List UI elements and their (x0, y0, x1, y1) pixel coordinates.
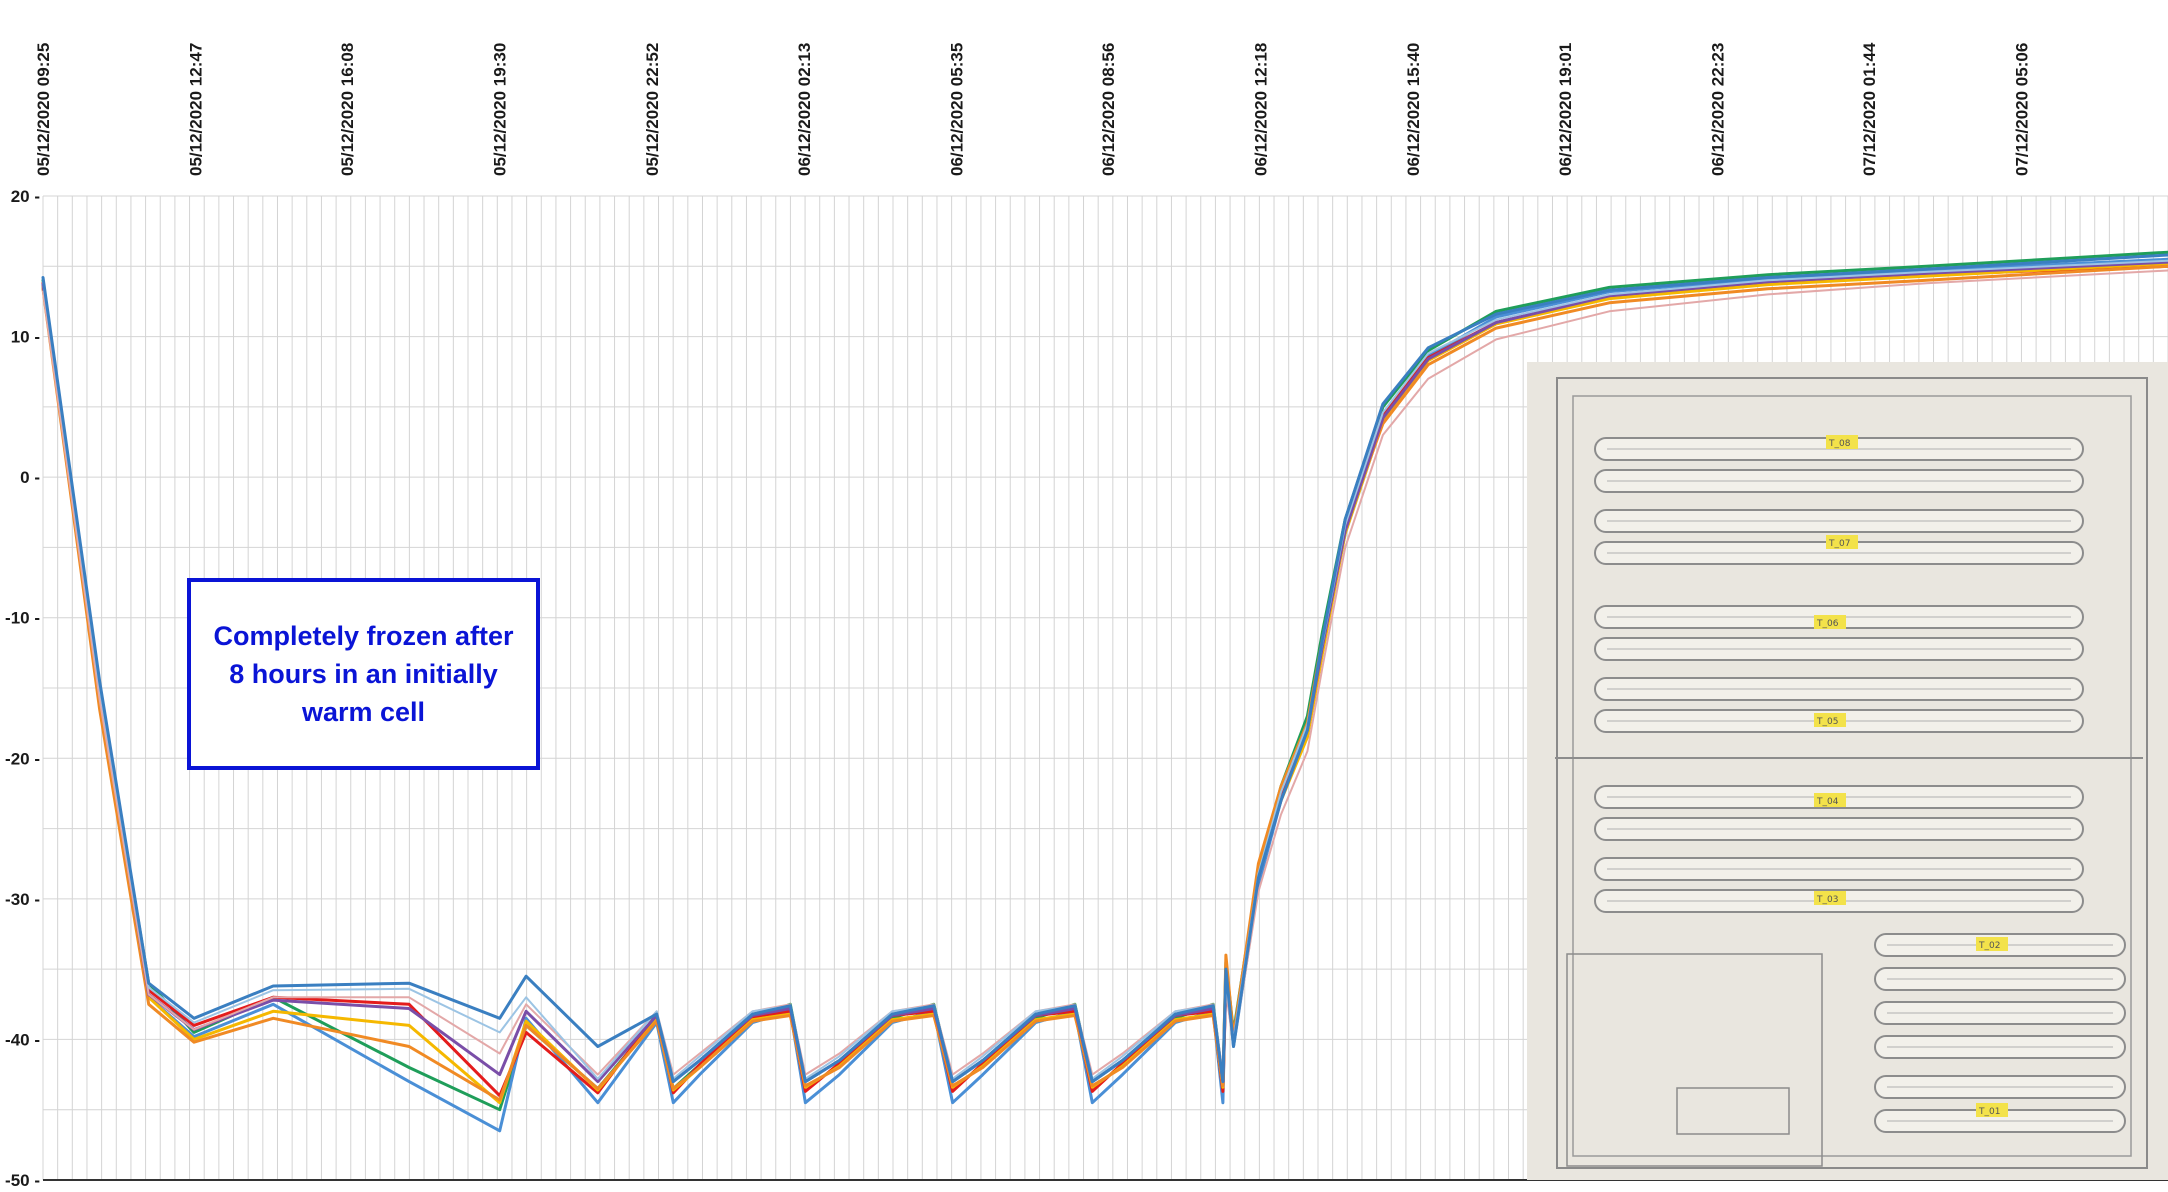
sensor-tag (1814, 793, 1846, 807)
x-tick-label: 06/12/2020 15:40 (1404, 43, 1423, 176)
x-tick-label: 07/12/2020 05:06 (2013, 43, 2032, 176)
x-tick-label: 06/12/2020 05:35 (947, 43, 966, 176)
sensor-tag (1814, 713, 1846, 727)
sensor-label: T_03 (1816, 895, 1838, 905)
series-line (41, 253, 2168, 1084)
sensor-tag (1976, 1103, 2008, 1117)
y-tick-label: 0 - (20, 468, 40, 487)
annotation-text: Completely frozen after 8 hours in an in… (213, 621, 514, 727)
sensor-label: T_05 (1816, 717, 1838, 727)
x-tick-label: 06/12/2020 08:56 (1099, 43, 1118, 176)
y-tick-label: 20 - (11, 187, 40, 206)
sensor-tag (1826, 535, 1858, 549)
series-line (42, 259, 2168, 1080)
sensor-tag (1826, 435, 1858, 449)
x-tick-label: 06/12/2020 19:01 (1556, 43, 1575, 176)
sensor-tag (1976, 937, 2008, 951)
x-tick-label: 05/12/2020 12:47 (186, 43, 205, 176)
y-tick-label: -10 - (5, 609, 40, 628)
schematic-control-box (1566, 953, 1823, 1167)
y-tick-label: -50 - (5, 1171, 40, 1190)
y-tick-label: 10 - (11, 328, 40, 347)
x-tick-label: 06/12/2020 12:18 (1252, 43, 1271, 176)
schematic-inner-frame (1572, 395, 2132, 1157)
sensor-label: T_06 (1816, 619, 1839, 629)
annotation-box: Completely frozen after 8 hours in an in… (187, 578, 540, 770)
sensor-label: T_02 (1978, 941, 2000, 951)
schematic-drawing: T_08 T_07 T_06 T_05 T_04 T_03 T_02 T_01 (1555, 377, 2148, 1169)
y-tick-label: -20 - (5, 749, 40, 768)
x-tick-label: 05/12/2020 22:52 (643, 43, 662, 176)
pipe-layout-schematic: T_08 T_07 T_06 T_05 T_04 T_03 T_02 T_01 (1527, 362, 2168, 1180)
sensor-label: T_04 (1816, 797, 1839, 807)
y-tick-label: -30 - (5, 890, 40, 909)
x-tick-label: 05/12/2020 16:08 (338, 43, 357, 176)
y-tick-label: -40 - (5, 1030, 40, 1049)
y-axis-ticks: 20 - 10 - 0 - -10 - -20 - -30 - -40 - -50 - (5, 187, 40, 1190)
schematic-frame (1556, 377, 2148, 1169)
series-lines (41, 250, 2168, 1133)
sensor-label: T_08 (1828, 439, 1851, 449)
schematic-unit (1676, 1087, 1790, 1135)
x-tick-label: 05/12/2020 09:25 (34, 43, 53, 176)
sensor-label: T_07 (1828, 539, 1850, 549)
sensor-tag (1814, 615, 1846, 629)
x-tick-label: 06/12/2020 02:13 (795, 43, 814, 176)
x-axis-ticks: 05/12/2020 09:25 05/12/2020 12:47 05/12/20… (34, 42, 2032, 176)
x-tick-label: 07/12/2020 01:44 (1860, 42, 1879, 176)
sensor-label: T_01 (1978, 1107, 2000, 1117)
x-tick-label: 05/12/2020 19:30 (491, 43, 510, 176)
sensor-tag (1814, 891, 1846, 905)
x-tick-label: 06/12/2020 22:23 (1708, 43, 1727, 176)
